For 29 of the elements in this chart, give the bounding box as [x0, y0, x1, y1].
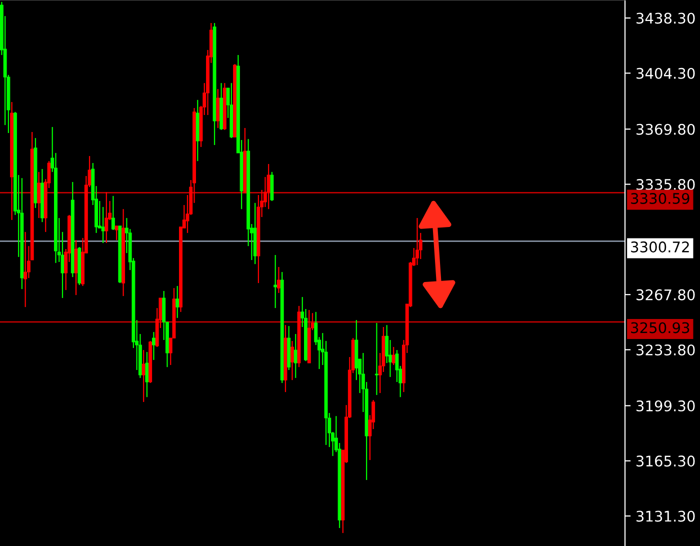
y-tick-label: 3267.80 — [636, 289, 695, 300]
y-tick-label: 3438.30 — [636, 12, 695, 24]
candlestick — [114, 225, 118, 241]
y-tick-label: 3165.30 — [636, 456, 695, 467]
y-tick-label: 3404.30 — [636, 68, 695, 79]
candlestick — [142, 349, 146, 403]
candlestick — [104, 192, 108, 244]
candlestick — [374, 322, 378, 396]
candlestick — [111, 195, 115, 231]
candlestick — [216, 88, 220, 129]
y-tick-label: 3335.80 — [636, 178, 695, 190]
candlestick — [276, 266, 280, 294]
ref-line-label: 3330.59 — [631, 192, 690, 204]
candlestick — [290, 340, 294, 381]
candlestick — [176, 285, 180, 318]
ref-line-label: 3300.72 — [631, 241, 689, 252]
candlestick — [274, 254, 278, 309]
candlestick — [294, 333, 298, 379]
y-tick-label: 3131.30 — [636, 510, 695, 522]
y-tick-label: 3369.80 — [636, 124, 695, 135]
candlestick — [37, 171, 41, 219]
y-tick-label: 3199.30 — [636, 400, 695, 412]
candlestick — [415, 217, 419, 266]
ref-line-label: 3250.93 — [631, 322, 690, 334]
candlestick — [101, 206, 105, 244]
candlestick — [152, 331, 156, 360]
y-tick-label: 3233.80 — [636, 344, 695, 356]
candlestick — [24, 231, 28, 308]
candlestick — [145, 351, 149, 398]
